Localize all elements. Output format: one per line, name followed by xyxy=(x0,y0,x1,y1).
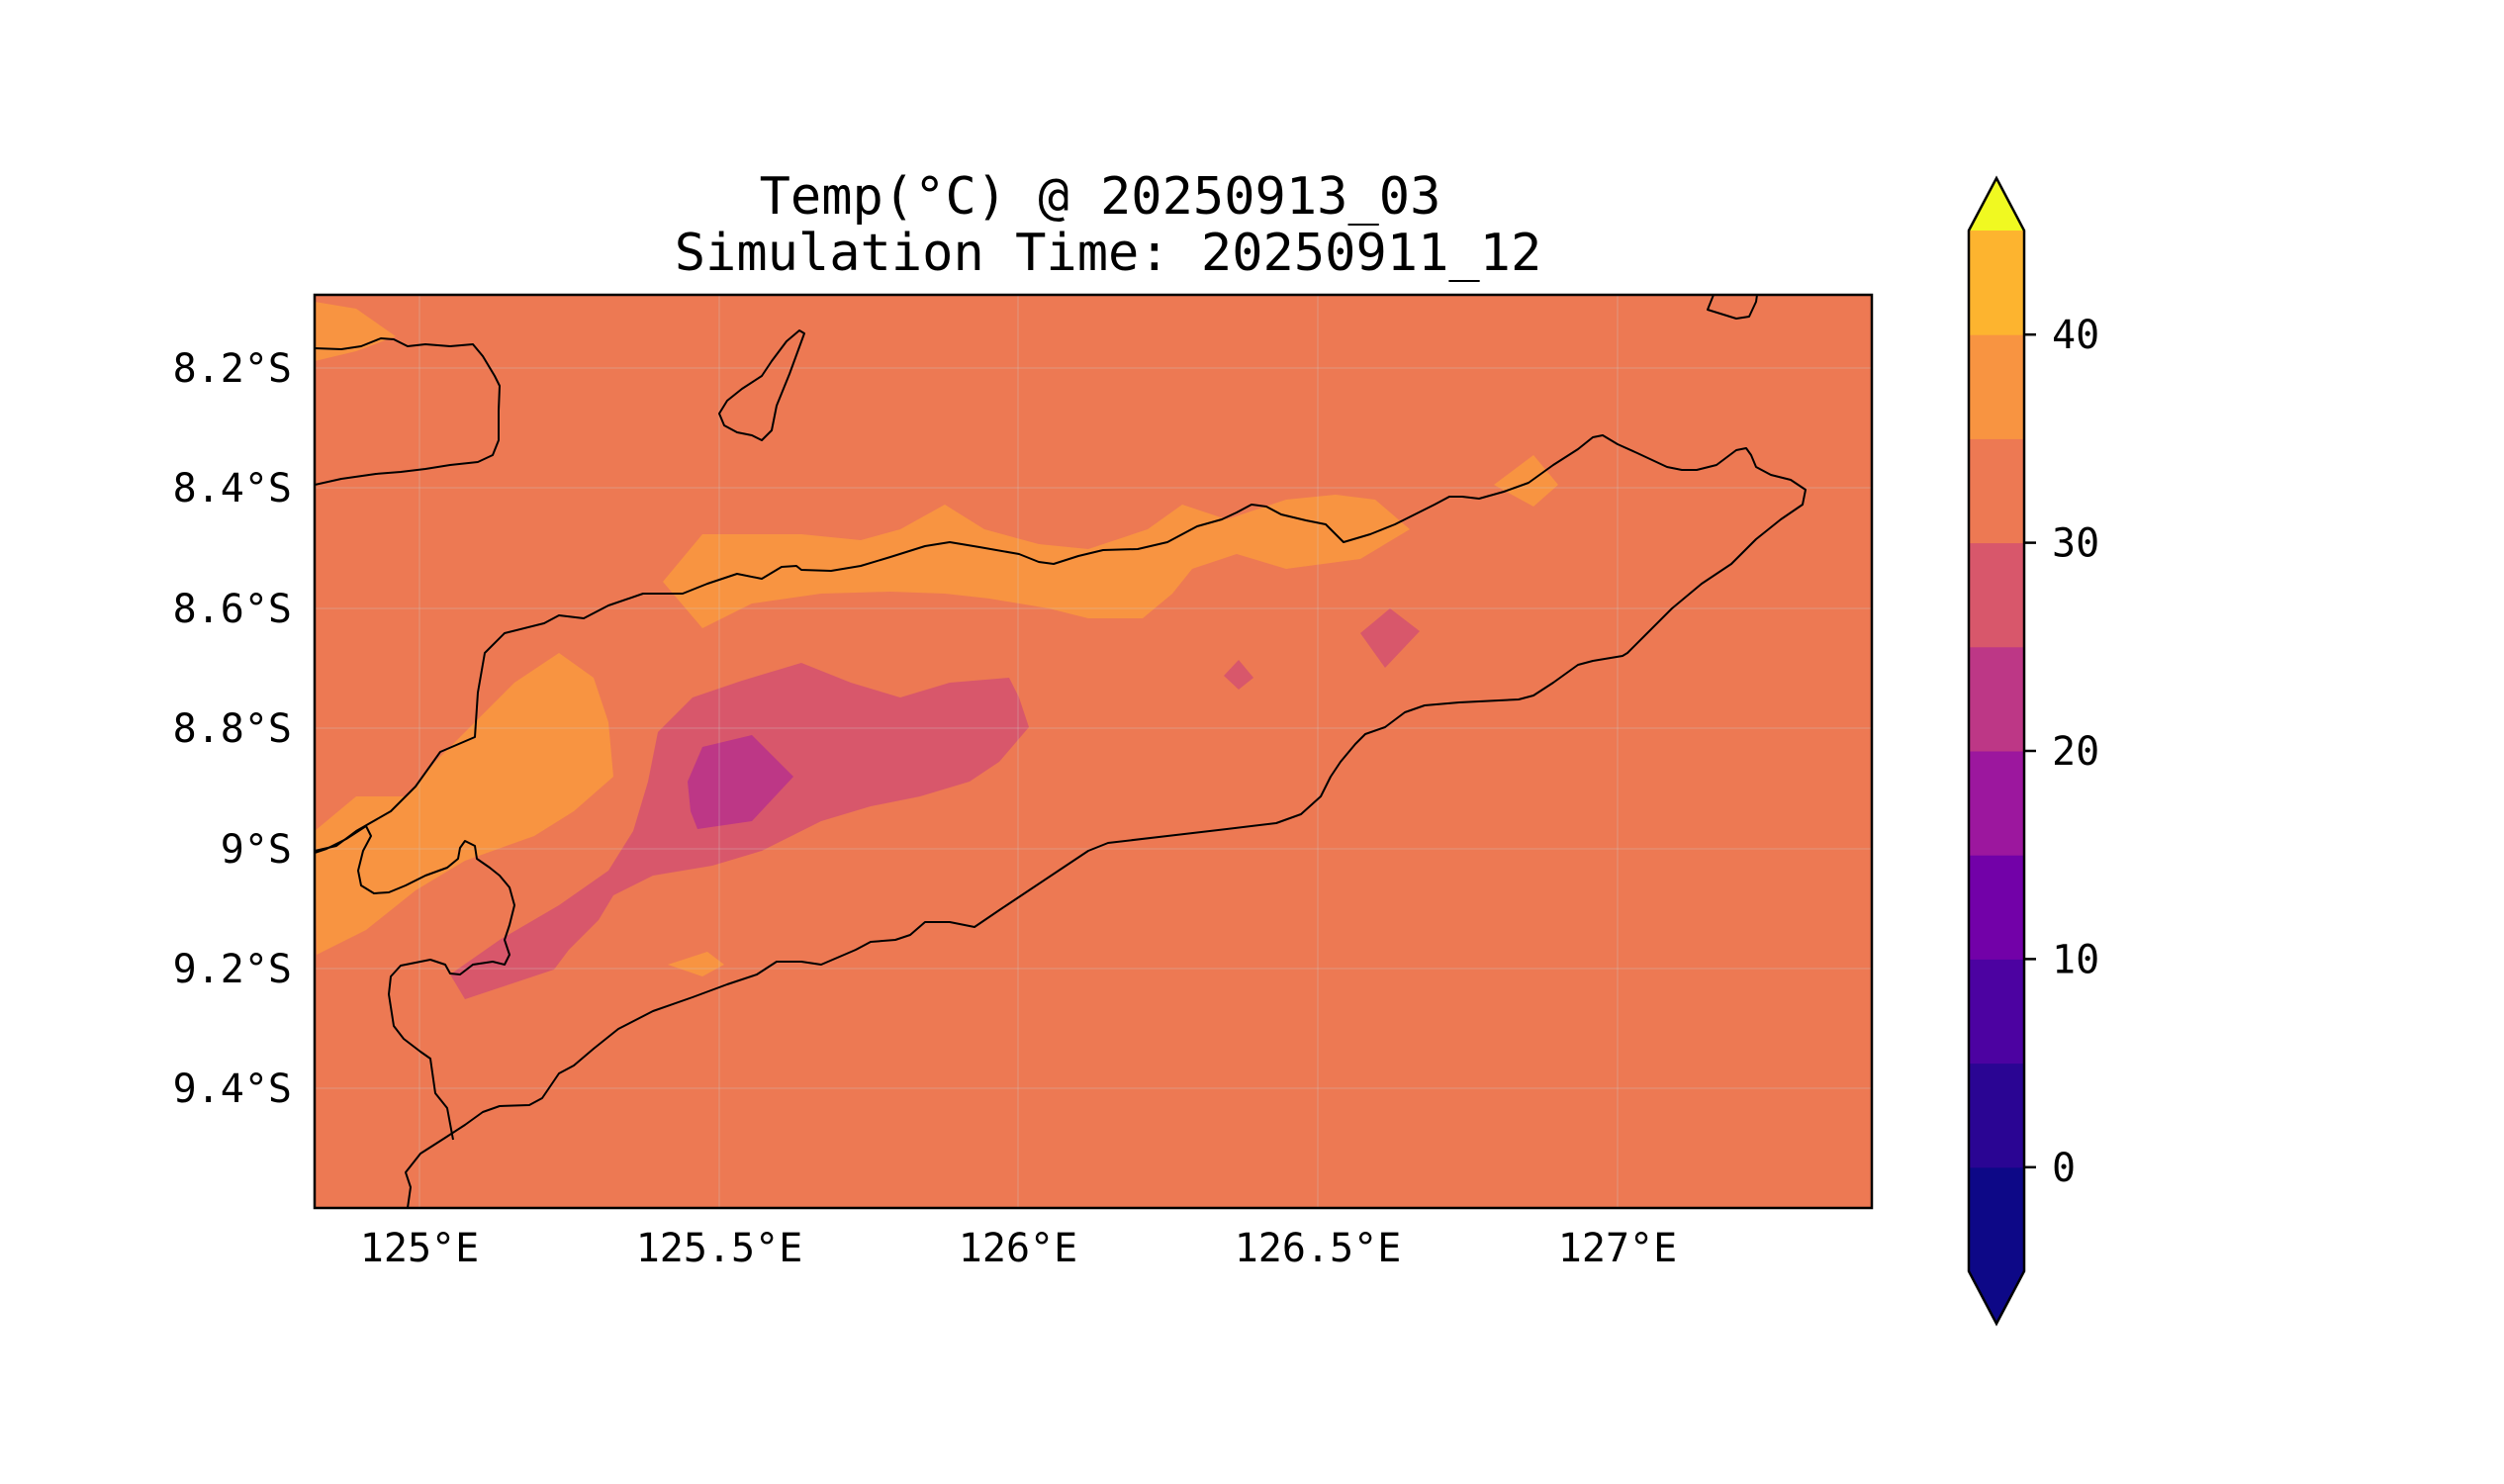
x-tick-label: 126.5°E xyxy=(1235,1226,1402,1271)
y-tick-label: 8.8°S xyxy=(173,706,292,752)
colorbar-tick-label: 0 xyxy=(2052,1146,2076,1191)
y-axis-ticks: 8.2°S 8.4°S 8.6°S 8.8°S 9°S 9.2°S 9.4°S xyxy=(173,346,292,1112)
y-tick-label: 9.4°S xyxy=(173,1067,292,1112)
colorbar-outline xyxy=(1967,175,2026,1327)
chart-title-line1: Temp(°C) @ 20250913_03 xyxy=(760,167,1441,227)
x-axis-ticks: 125°E 125.5°E 126°E 126.5°E 127°E xyxy=(360,1226,1677,1271)
field-region-northwest-corner-warm xyxy=(315,302,396,361)
colorbar-band xyxy=(1969,646,2024,752)
colorbar-band xyxy=(1969,231,2024,335)
y-tick-label: 8.2°S xyxy=(173,346,292,392)
chart-title-line2: Simulation Time: 20250911_12 xyxy=(675,224,1542,283)
x-tick-label: 127°E xyxy=(1558,1226,1677,1271)
colorbar-tick-label: 10 xyxy=(2052,937,2099,982)
y-tick-label: 8.4°S xyxy=(173,466,292,511)
colorbar-band xyxy=(1969,1063,2024,1168)
colorbar-band xyxy=(1969,438,2024,544)
coastline-northeast-islet xyxy=(1707,295,1758,320)
x-tick-label: 126°E xyxy=(959,1226,1077,1271)
colorbar: 0 10 20 30 40 xyxy=(1967,175,2099,1327)
colorbar-band xyxy=(1969,334,2024,439)
colorbar-band xyxy=(1969,751,2024,856)
map-frame xyxy=(313,293,1874,1210)
field-region-western-warm-area xyxy=(315,653,613,955)
y-tick-label: 8.6°S xyxy=(173,587,292,632)
colorbar-band xyxy=(1969,1166,2024,1272)
field-region-northern-warm-patch-east xyxy=(1494,455,1558,507)
y-tick-label: 9.2°S xyxy=(173,947,292,992)
map-panel xyxy=(315,295,1872,1208)
coastline-northwest-island xyxy=(315,337,501,486)
colorbar-band xyxy=(1969,959,2024,1065)
coastline-timor-north xyxy=(315,434,1807,1208)
colorbar-band xyxy=(1969,855,2024,960)
colorbar-tick-label: 40 xyxy=(2052,313,2099,358)
coastline-atauro-island xyxy=(718,329,805,441)
field-region-central-cool-area xyxy=(450,663,1029,999)
y-tick-label: 9°S xyxy=(221,827,292,873)
colorbar-extend-over xyxy=(1969,178,2024,231)
field-region-south-warm-spot xyxy=(668,952,724,976)
field-region-central-coolest-core xyxy=(688,735,793,829)
colorbar-tick-label: 30 xyxy=(2052,521,2099,567)
field-region-small-cool-spot-east xyxy=(1360,608,1420,668)
x-tick-label: 125.5°E xyxy=(636,1226,803,1271)
colorbar-tick-label: 20 xyxy=(2052,729,2099,775)
coastlines xyxy=(315,295,1807,1208)
field-region-tiny-cool-spot xyxy=(1224,660,1253,690)
colorbar-extend-under xyxy=(1969,1271,2024,1324)
coastline-west-lobe xyxy=(315,825,515,1141)
x-tick-label: 125°E xyxy=(360,1226,479,1271)
colorbar-band xyxy=(1969,542,2024,648)
